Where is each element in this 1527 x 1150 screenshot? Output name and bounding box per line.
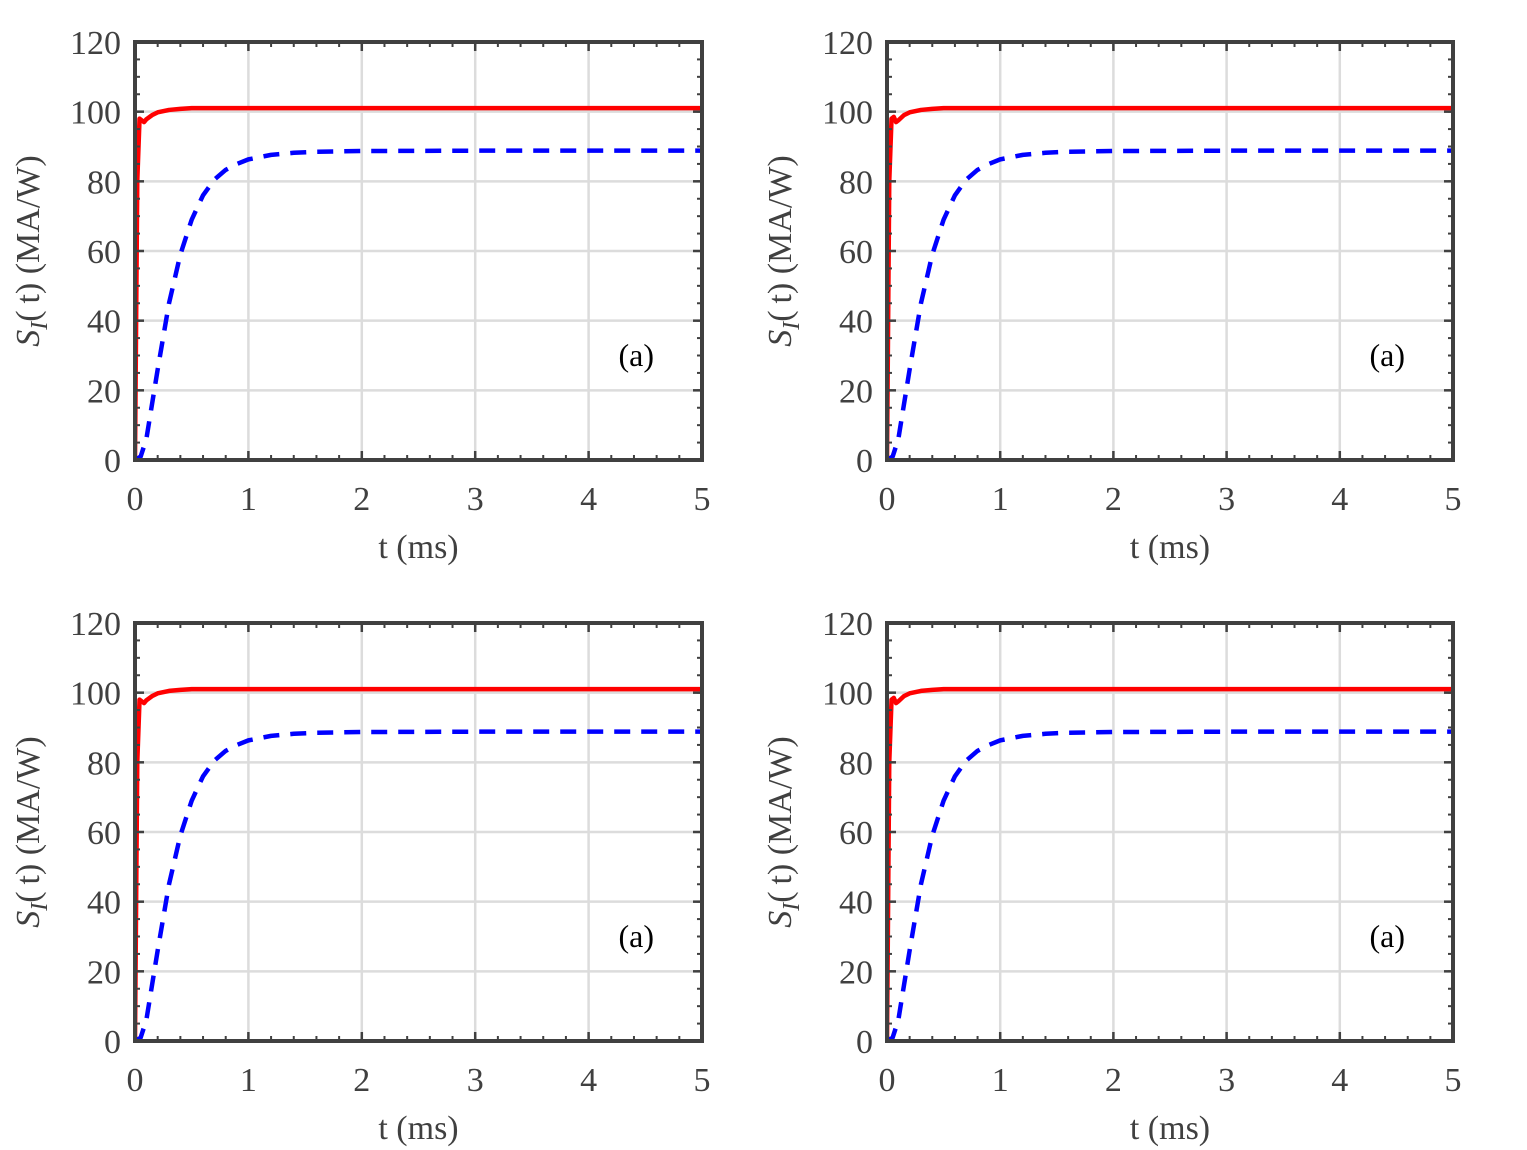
y-axis-title-argument: ( t)	[762, 283, 799, 322]
y-axis-title-unit: (MA/W)	[762, 736, 799, 863]
y-tick-label: 80	[87, 164, 121, 201]
x-tick-label: 5	[1445, 1062, 1462, 1099]
x-tick-label: 5	[694, 481, 711, 518]
y-axis-title-symbol: S	[762, 911, 799, 928]
y-tick-label: 120	[70, 606, 121, 643]
x-tick-label: 3	[1218, 1062, 1235, 1099]
x-tick-label: 1	[992, 481, 1009, 518]
chart-panel-top-right: 0 1 2 3 4 5 0 20 40 60 80 100 120 t (ms) SI( t) (MA/W)…	[762, 25, 1462, 566]
y-axis-title-symbol: S	[10, 330, 47, 347]
x-tick-label: 4	[1331, 1062, 1348, 1099]
y-tick-label: 20	[87, 373, 121, 410]
y-axis-title-symbol: S	[10, 911, 47, 928]
x-tick-label: 3	[467, 1062, 484, 1099]
y-axis-title-unit: (MA/W)	[10, 736, 47, 863]
x-tick-label: 5	[1445, 481, 1462, 518]
y-axis-title: SI( t) (MA/W)	[10, 736, 53, 927]
x-tick-label: 3	[1218, 481, 1235, 518]
x-axis-title: t (ms)	[378, 529, 458, 566]
x-tick-label: 4	[580, 481, 597, 518]
y-axis-title-subscript: I	[27, 902, 53, 912]
y-tick-label: 60	[87, 815, 121, 852]
x-axis-title: t (ms)	[1130, 529, 1210, 566]
x-axis-title: t (ms)	[1130, 1110, 1210, 1147]
y-tick-label: 80	[87, 745, 121, 782]
y-tick-label: 120	[822, 25, 873, 62]
x-tick-label: 0	[879, 1062, 896, 1099]
x-tick-label: 2	[1105, 481, 1122, 518]
y-tick-label: 0	[856, 1024, 873, 1061]
x-tick-label: 1	[992, 1062, 1009, 1099]
y-tick-label: 100	[822, 95, 873, 132]
y-axis-title-argument: ( t)	[762, 864, 799, 903]
x-tick-label: 1	[240, 1062, 257, 1099]
y-tick-label: 0	[856, 443, 873, 480]
y-tick-label: 80	[839, 164, 873, 201]
y-tick-label: 0	[104, 1024, 121, 1061]
y-tick-label: 20	[839, 373, 873, 410]
panel-annotation: (a)	[618, 337, 654, 373]
x-tick-label: 2	[1105, 1062, 1122, 1099]
y-tick-label: 120	[822, 606, 873, 643]
panel-annotation: (a)	[1369, 918, 1405, 954]
y-axis-title: SI( t) (MA/W)	[10, 155, 53, 346]
chart-panel-bottom-left: 0 1 2 3 4 5 0 20 40 60 80 100 120 t (ms) SI( t) (MA/W)…	[10, 606, 711, 1147]
chart-panel-top-left: 0 1 2 3 4 5 0 20 40 60 80 100 120 t (ms) SI( t) (MA/W)…	[10, 25, 711, 566]
y-axis-title-argument: ( t)	[10, 864, 47, 903]
panel-annotation: (a)	[1369, 337, 1405, 373]
x-axis-title: t (ms)	[378, 1110, 458, 1147]
x-tick-label: 3	[467, 481, 484, 518]
y-tick-label: 40	[87, 304, 121, 341]
y-axis-title-subscript: I	[779, 902, 805, 912]
y-tick-label: 100	[70, 676, 121, 713]
x-tick-label: 5	[694, 1062, 711, 1099]
y-tick-label: 60	[839, 815, 873, 852]
y-tick-label: 40	[839, 885, 873, 922]
series-line-dashed	[887, 148, 1453, 462]
y-tick-label: 40	[87, 885, 121, 922]
y-axis-title: SI( t) (MA/W)	[762, 155, 805, 346]
series-line-solid	[887, 105, 1453, 461]
y-tick-label: 20	[87, 954, 121, 991]
y-tick-label: 40	[839, 304, 873, 341]
y-tick-label: 120	[70, 25, 121, 62]
y-axis-title: SI( t) (MA/W)	[762, 736, 805, 927]
x-tick-label: 4	[1331, 481, 1348, 518]
y-axis-title-unit: (MA/W)	[10, 155, 47, 282]
x-tick-label: 0	[127, 481, 144, 518]
y-tick-label: 60	[839, 234, 873, 271]
chart-panel-bottom-right: 0 1 2 3 4 5 0 20 40 60 80 100 120 t (ms) SI( t) (MA/W)…	[762, 606, 1462, 1147]
series-line-solid	[887, 686, 1453, 1042]
y-tick-label: 20	[839, 954, 873, 991]
y-axis-title-subscript: I	[27, 321, 53, 331]
series-line-solid	[135, 686, 702, 1042]
x-tick-label: 1	[240, 481, 257, 518]
x-tick-label: 0	[879, 481, 896, 518]
panel-annotation: (a)	[618, 918, 654, 954]
series-line-dashed	[887, 729, 1453, 1043]
y-axis-title-subscript: I	[779, 321, 805, 331]
series-line-dashed	[135, 729, 702, 1043]
y-tick-label: 60	[87, 234, 121, 271]
y-tick-label: 0	[104, 443, 121, 480]
y-axis-title-argument: ( t)	[10, 283, 47, 322]
x-tick-label: 0	[127, 1062, 144, 1099]
x-tick-label: 2	[353, 1062, 370, 1099]
y-tick-label: 80	[839, 745, 873, 782]
y-tick-label: 100	[70, 95, 121, 132]
y-axis-title-unit: (MA/W)	[762, 155, 799, 282]
y-axis-title-symbol: S	[762, 330, 799, 347]
series-line-dashed	[135, 148, 702, 462]
x-tick-label: 4	[580, 1062, 597, 1099]
series-line-solid	[135, 105, 702, 461]
y-tick-label: 100	[822, 676, 873, 713]
x-tick-label: 2	[353, 481, 370, 518]
